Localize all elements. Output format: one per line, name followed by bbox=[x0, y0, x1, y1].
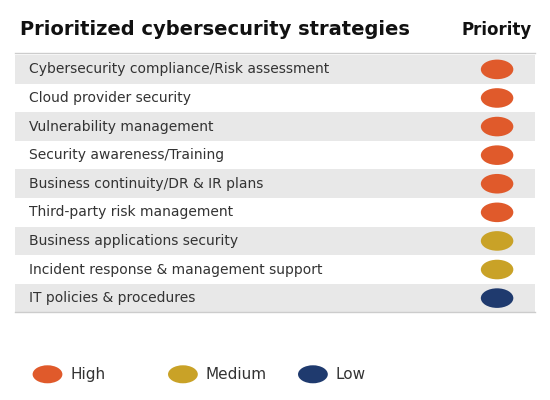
FancyBboxPatch shape bbox=[15, 284, 535, 312]
Text: Security awareness/Training: Security awareness/Training bbox=[29, 148, 224, 162]
Ellipse shape bbox=[481, 231, 513, 251]
Text: Incident response & management support: Incident response & management support bbox=[29, 262, 322, 276]
Ellipse shape bbox=[481, 260, 513, 279]
Ellipse shape bbox=[481, 117, 513, 136]
Ellipse shape bbox=[481, 202, 513, 222]
Ellipse shape bbox=[298, 365, 328, 383]
Text: Business applications security: Business applications security bbox=[29, 234, 238, 248]
Text: Cloud provider security: Cloud provider security bbox=[29, 91, 190, 105]
Text: Vulnerability management: Vulnerability management bbox=[29, 120, 213, 134]
Text: Priority: Priority bbox=[462, 21, 532, 39]
Text: Prioritized cybersecurity strategies: Prioritized cybersecurity strategies bbox=[20, 20, 410, 39]
Text: Business continuity/DR & IR plans: Business continuity/DR & IR plans bbox=[29, 177, 263, 191]
FancyBboxPatch shape bbox=[15, 227, 535, 255]
Ellipse shape bbox=[481, 145, 513, 165]
FancyBboxPatch shape bbox=[15, 170, 535, 198]
Text: Third-party risk management: Third-party risk management bbox=[29, 205, 233, 219]
FancyBboxPatch shape bbox=[15, 55, 535, 84]
Ellipse shape bbox=[481, 174, 513, 194]
Ellipse shape bbox=[481, 88, 513, 108]
FancyBboxPatch shape bbox=[15, 112, 535, 141]
Ellipse shape bbox=[481, 288, 513, 308]
Text: High: High bbox=[70, 367, 106, 382]
Text: Low: Low bbox=[336, 367, 366, 382]
Ellipse shape bbox=[168, 365, 198, 383]
Text: IT policies & procedures: IT policies & procedures bbox=[29, 291, 195, 305]
Ellipse shape bbox=[32, 365, 62, 383]
Text: Cybersecurity compliance/Risk assessment: Cybersecurity compliance/Risk assessment bbox=[29, 62, 329, 76]
Text: Medium: Medium bbox=[206, 367, 267, 382]
Ellipse shape bbox=[481, 60, 513, 79]
